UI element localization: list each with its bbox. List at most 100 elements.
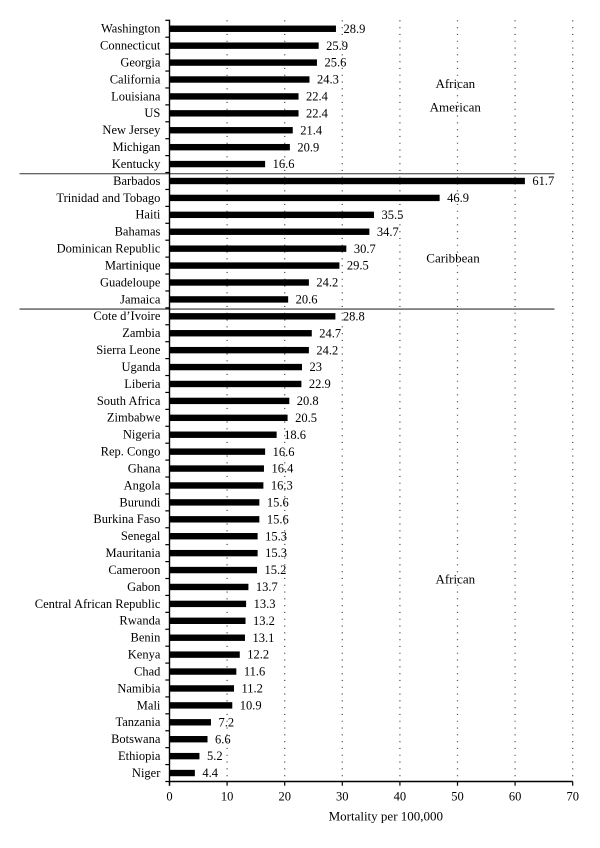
svg-text:US: US	[144, 106, 160, 120]
svg-text:25.6: 25.6	[324, 56, 346, 70]
svg-text:Mortality per 100,000: Mortality per 100,000	[329, 808, 443, 823]
svg-text:California: California	[110, 72, 161, 86]
svg-text:22.4: 22.4	[306, 106, 329, 120]
svg-text:Cameroon: Cameroon	[108, 563, 161, 577]
svg-text:Burkina Faso: Burkina Faso	[93, 512, 160, 526]
svg-text:22.4: 22.4	[306, 90, 329, 104]
svg-text:20: 20	[278, 790, 291, 804]
svg-text:Kentucky: Kentucky	[112, 157, 161, 171]
svg-text:16.6: 16.6	[273, 445, 295, 459]
svg-text:Chad: Chad	[134, 664, 161, 678]
svg-text:16.4: 16.4	[271, 462, 294, 476]
svg-text:Benin: Benin	[131, 631, 162, 645]
svg-text:16.6: 16.6	[273, 157, 295, 171]
svg-text:20.9: 20.9	[297, 140, 319, 154]
svg-text:Niger: Niger	[132, 766, 161, 780]
svg-text:20.5: 20.5	[295, 411, 317, 425]
svg-text:24.3: 24.3	[317, 73, 339, 87]
svg-text:Georgia: Georgia	[120, 55, 160, 69]
svg-text:12.2: 12.2	[247, 648, 269, 662]
svg-text:16.3: 16.3	[271, 479, 293, 493]
svg-text:Angola: Angola	[124, 478, 161, 492]
svg-text:11.2: 11.2	[242, 682, 263, 696]
svg-text:22.9: 22.9	[309, 377, 331, 391]
svg-text:61.7: 61.7	[532, 174, 554, 188]
svg-text:10: 10	[221, 790, 234, 804]
svg-text:Cote d’Ivoire: Cote d’Ivoire	[93, 309, 160, 323]
svg-text:15.6: 15.6	[267, 512, 289, 526]
svg-text:Central African Republic: Central African Republic	[35, 597, 161, 611]
svg-text:23: 23	[309, 360, 322, 374]
svg-text:13.2: 13.2	[253, 614, 275, 628]
svg-text:Gabon: Gabon	[127, 580, 161, 594]
svg-text:Botswana: Botswana	[111, 732, 161, 746]
svg-text:13.7: 13.7	[256, 580, 278, 594]
svg-text:15.6: 15.6	[267, 495, 289, 509]
svg-text:Senegal: Senegal	[121, 529, 161, 543]
svg-text:25.9: 25.9	[326, 39, 348, 53]
svg-text:Michigan: Michigan	[112, 140, 161, 154]
svg-text:13.1: 13.1	[252, 631, 274, 645]
svg-text:Jamaica: Jamaica	[120, 292, 161, 306]
svg-text:5.2: 5.2	[207, 749, 223, 763]
svg-text:20.6: 20.6	[296, 293, 318, 307]
svg-text:Guadeloupe: Guadeloupe	[100, 275, 161, 289]
svg-text:African: African	[435, 76, 475, 91]
svg-text:New Jersey: New Jersey	[102, 123, 161, 137]
svg-text:70: 70	[566, 790, 579, 804]
svg-text:28.8: 28.8	[343, 309, 365, 323]
svg-text:Namibia: Namibia	[117, 681, 160, 695]
svg-text:Mali: Mali	[137, 698, 161, 712]
svg-text:15.3: 15.3	[265, 546, 287, 560]
svg-text:Tanzania: Tanzania	[115, 715, 160, 729]
svg-text:Kenya: Kenya	[128, 648, 161, 662]
svg-text:South Africa: South Africa	[97, 394, 161, 408]
svg-text:Uganda: Uganda	[122, 360, 161, 374]
svg-text:0: 0	[166, 790, 172, 804]
svg-text:4.4: 4.4	[202, 766, 218, 780]
svg-text:18.6: 18.6	[284, 428, 306, 442]
svg-text:15.3: 15.3	[265, 529, 287, 543]
svg-text:21.4: 21.4	[300, 123, 323, 137]
svg-text:Louisiana: Louisiana	[111, 89, 161, 103]
svg-text:Dominican Republic: Dominican Republic	[57, 242, 161, 256]
svg-text:50: 50	[451, 790, 464, 804]
svg-text:Zimbabwe: Zimbabwe	[107, 411, 161, 425]
svg-text:30.7: 30.7	[354, 242, 376, 256]
svg-text:Rwanda: Rwanda	[119, 614, 160, 628]
svg-text:6.6: 6.6	[215, 732, 231, 746]
svg-text:29.5: 29.5	[347, 259, 369, 273]
svg-text:Burundi: Burundi	[119, 495, 161, 509]
svg-text:40: 40	[394, 790, 407, 804]
svg-text:Barbados: Barbados	[113, 174, 160, 188]
svg-text:Mauritania: Mauritania	[106, 546, 161, 560]
svg-text:13.3: 13.3	[254, 597, 276, 611]
svg-text:Sierra Leone: Sierra Leone	[96, 343, 161, 357]
svg-text:60: 60	[509, 790, 522, 804]
svg-text:Washington: Washington	[101, 22, 161, 36]
svg-text:Trinidad and Tobago: Trinidad and Tobago	[56, 191, 160, 205]
svg-text:46.9: 46.9	[447, 191, 469, 205]
svg-text:10.9: 10.9	[240, 698, 262, 712]
svg-text:24.7: 24.7	[319, 326, 341, 340]
svg-text:Zambia: Zambia	[122, 326, 161, 340]
svg-text:Nigeria: Nigeria	[123, 428, 161, 442]
svg-text:24.2: 24.2	[316, 276, 338, 290]
svg-text:Rep. Congo: Rep. Congo	[101, 445, 161, 459]
svg-text:7.2: 7.2	[218, 715, 234, 729]
svg-text:15.2: 15.2	[265, 563, 287, 577]
svg-text:African: African	[435, 571, 475, 586]
svg-text:35.5: 35.5	[381, 208, 403, 222]
svg-text:20.8: 20.8	[297, 394, 319, 408]
svg-text:11.6: 11.6	[244, 665, 265, 679]
svg-text:34.7: 34.7	[377, 225, 399, 239]
svg-text:24.2: 24.2	[316, 343, 338, 357]
svg-text:Ethiopia: Ethiopia	[118, 749, 161, 763]
svg-text:Martinique: Martinique	[105, 258, 161, 272]
svg-text:Haiti: Haiti	[135, 208, 161, 222]
svg-text:American: American	[430, 100, 482, 115]
svg-text:Caribbean: Caribbean	[426, 251, 480, 266]
svg-text:30: 30	[336, 790, 349, 804]
svg-text:Liberia: Liberia	[124, 377, 161, 391]
svg-text:Connecticut: Connecticut	[100, 39, 161, 53]
